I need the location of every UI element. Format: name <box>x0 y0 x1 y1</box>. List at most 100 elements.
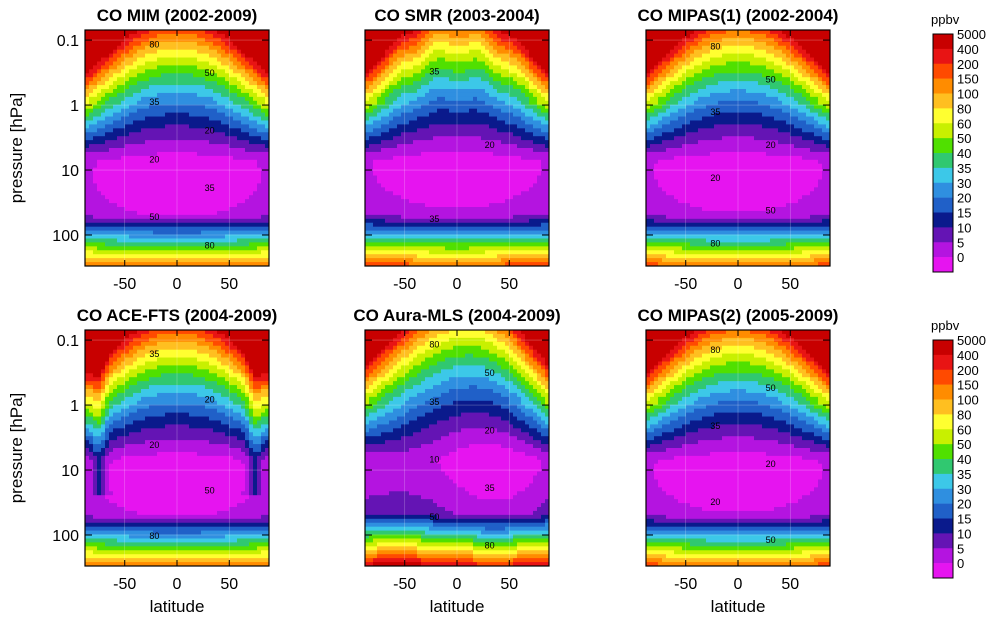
colorbar-tick-label: 20 <box>957 497 971 512</box>
x-axis-label: latitude <box>711 597 766 616</box>
x-axis-label: latitude <box>150 597 205 616</box>
colorbar-swatch <box>933 108 953 124</box>
colorbar-tick-label: 5000 <box>957 27 986 42</box>
colorbar-tick-label: 10 <box>957 220 971 235</box>
x-tick-label: -50 <box>113 276 136 293</box>
y-tick-label: 0.1 <box>57 33 79 50</box>
colorbar-swatch <box>933 340 953 356</box>
contour-label: 35 <box>429 66 439 76</box>
colorbar-swatch <box>933 93 953 109</box>
contour-label: 50 <box>429 512 439 522</box>
colorbar-swatch <box>933 488 953 504</box>
contour-label: 80 <box>710 345 720 355</box>
colorbar-tick-label: 150 <box>957 378 979 393</box>
contour-label: 20 <box>485 426 495 436</box>
panel-4: 35 20 20 50 80 CO ACE-FTS (2004-2009) -50 0 50 0.… <box>7 306 277 616</box>
colorbar-tick-label: 200 <box>957 57 979 72</box>
contour-field <box>646 330 830 566</box>
colorbar-swatch <box>933 548 953 564</box>
contour-label: 80 <box>485 541 495 551</box>
colorbar-tick-label: 0 <box>957 556 964 571</box>
colorbar-swatch <box>933 167 953 184</box>
colorbar-tick-label: 40 <box>957 452 971 467</box>
panel-3: 80 50 35 20 20 50 80 CO MIPAS(1) (2002-2004) -50… <box>638 6 839 293</box>
x-tick-label: -50 <box>674 276 697 293</box>
colorbar-swatch <box>933 563 953 579</box>
colorbar-tick-label: 400 <box>957 42 979 57</box>
colorbar-swatch <box>933 153 953 169</box>
panel-title: CO SMR (2003-2004) <box>374 6 539 25</box>
contour-field <box>646 30 830 266</box>
colorbar-swatch <box>933 78 953 94</box>
y-axis-label: pressure [hPa] <box>7 393 26 504</box>
colorbars-group: ppbv500040020015010080605040353020151050… <box>931 12 986 579</box>
contour-label: 35 <box>429 397 439 407</box>
colorbar-swatch <box>933 503 953 519</box>
panel-1: 80 50 35 20 20 35 50 80 CO MIM (2002-2009) -50 0 50… <box>7 6 270 293</box>
colorbar-tick-label: 60 <box>957 116 971 131</box>
colorbar-tick-label: 40 <box>957 146 971 161</box>
panel-2: 35 20 35 CO SMR (2003-2004) -50 0 50 <box>364 6 550 293</box>
contour-label: 20 <box>205 126 215 136</box>
contour-field <box>365 330 549 566</box>
colorbar-swatch <box>933 63 953 79</box>
contour-label: 20 <box>149 154 159 164</box>
colorbar-swatch <box>933 354 953 371</box>
colorbar-tick-label: 5 <box>957 541 964 556</box>
colorbar-swatch <box>933 123 953 139</box>
panel-title: CO MIPAS(2) (2005-2009) <box>638 306 839 325</box>
y-tick-label: 1 <box>70 398 79 415</box>
y-tick-label: 10 <box>61 163 79 180</box>
x-tick-label: -50 <box>393 576 416 593</box>
contour-label: 50 <box>149 212 159 222</box>
x-tick-label: 0 <box>453 576 462 593</box>
colorbar-swatch <box>933 138 953 154</box>
x-axis-label: latitude <box>430 597 485 616</box>
colorbar-swatch <box>933 369 953 385</box>
contour-label: 20 <box>766 140 776 150</box>
contour-label: 50 <box>205 485 215 495</box>
x-tick-label: 50 <box>781 276 799 293</box>
colorbar-unit: ppbv <box>931 12 960 27</box>
x-tick-label: 0 <box>453 276 462 293</box>
colorbar-swatch <box>933 459 953 475</box>
x-tick-label: 50 <box>500 576 518 593</box>
colorbar-swatch <box>933 533 953 549</box>
x-tick-label: 50 <box>220 276 238 293</box>
panel-title: CO MIPAS(1) (2002-2004) <box>638 6 839 25</box>
colorbar-tick-label: 0 <box>957 250 964 265</box>
contour-label: 80 <box>710 42 720 52</box>
contour-label: 20 <box>205 395 215 405</box>
y-tick-label: 1 <box>70 98 79 115</box>
colorbar-tick-label: 60 <box>957 422 971 437</box>
colorbar-swatch <box>933 444 953 460</box>
contour-label: 20 <box>710 173 720 183</box>
contour-label: 20 <box>485 140 495 150</box>
colorbar-tick-label: 5000 <box>957 333 986 348</box>
colorbar-swatch <box>933 182 953 198</box>
x-tick-label: 0 <box>173 576 182 593</box>
x-tick-label: 50 <box>781 576 799 593</box>
colorbar-swatch <box>933 518 953 534</box>
contour-label: 50 <box>766 535 776 545</box>
colorbar-tick-label: 50 <box>957 437 971 452</box>
y-tick-label: 100 <box>52 528 79 545</box>
contour-label: 35 <box>710 107 720 117</box>
contour-label: 20 <box>149 440 159 450</box>
x-tick-label: 0 <box>734 576 743 593</box>
colorbar-tick-label: 400 <box>957 348 979 363</box>
panel-title: CO ACE-FTS (2004-2009) <box>77 306 278 325</box>
panel-title: CO Aura-MLS (2004-2009) <box>353 306 560 325</box>
colorbar-tick-label: 80 <box>957 407 971 422</box>
colorbar-swatch <box>933 384 953 400</box>
contour-label: 50 <box>485 368 495 378</box>
x-tick-label: -50 <box>674 576 697 593</box>
colorbar-swatch <box>933 212 953 228</box>
panels-group: 80 50 35 20 20 35 50 80 CO MIM (2002-2009) -50 0 50… <box>7 6 838 616</box>
colorbar-tick-label: 35 <box>957 467 971 482</box>
contour-field <box>85 330 269 566</box>
colorbar-tick-label: 35 <box>957 161 971 176</box>
y-tick-label: 100 <box>52 228 79 245</box>
colorbar-swatch <box>933 399 953 415</box>
